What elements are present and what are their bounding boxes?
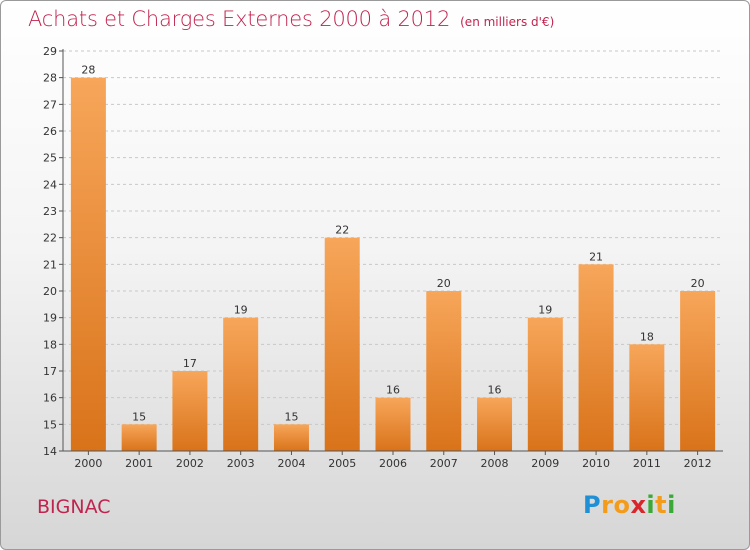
- x-tick-label: 2009: [531, 457, 559, 470]
- bar-2010: [578, 264, 614, 451]
- bar-value-label: 19: [538, 304, 552, 317]
- y-tick-label: 15: [43, 418, 57, 431]
- bar-value-label: 20: [691, 277, 705, 290]
- bar-2009: [527, 317, 563, 451]
- bar-value-label: 18: [640, 330, 654, 343]
- x-tick-label: 2005: [328, 457, 356, 470]
- y-tick-label: 22: [43, 232, 57, 245]
- bar-2011: [629, 344, 665, 451]
- bar-2007: [426, 291, 462, 451]
- bar-2002: [172, 371, 208, 451]
- x-tick-label: 2003: [227, 457, 255, 470]
- commune-name: BIGNAC: [37, 496, 111, 518]
- bar-value-label: 19: [234, 304, 248, 317]
- bar-2004: [273, 424, 309, 451]
- y-tick-label: 28: [43, 72, 57, 85]
- x-tick-label: 2012: [684, 457, 712, 470]
- x-tick-label: 2001: [125, 457, 153, 470]
- logo-letter: P: [583, 491, 602, 519]
- y-tick-label: 16: [43, 392, 57, 405]
- bar-2006: [375, 397, 411, 451]
- logo-letter: o: [613, 491, 631, 519]
- bar-value-label: 15: [132, 410, 146, 423]
- y-tick-label: 14: [43, 445, 57, 458]
- chart-title-text: Achats et Charges Externes 2000 à 2012: [28, 7, 451, 31]
- bar-2000: [70, 77, 106, 452]
- x-tick-label: 2010: [582, 457, 610, 470]
- y-tick-label: 26: [43, 125, 57, 138]
- y-tick-label: 17: [43, 365, 57, 378]
- bar-value-label: 21: [589, 250, 603, 263]
- y-tick-label: 27: [43, 98, 57, 111]
- grid: [63, 50, 723, 425]
- y-tick-label: 18: [43, 338, 57, 351]
- y-tick-label: 24: [43, 178, 57, 191]
- y-tick-label: 19: [43, 312, 57, 325]
- bar-value-label: 20: [437, 277, 451, 290]
- y-tick-label: 29: [43, 45, 57, 58]
- logo-letter: t: [655, 491, 668, 519]
- x-tick-label: 2006: [379, 457, 407, 470]
- bar-value-label: 16: [386, 384, 400, 397]
- chart-title: Achats et Charges Externes 2000 à 2012 (e…: [28, 7, 554, 31]
- logo-letter: x: [630, 491, 647, 519]
- x-tick-label: 2011: [633, 457, 661, 470]
- bar-2005: [324, 237, 360, 451]
- x-tick-label: 2002: [176, 457, 204, 470]
- x-tick-label: 2000: [74, 457, 102, 470]
- chart-unit: (en milliers d'€): [460, 15, 555, 29]
- bar-2001: [121, 424, 157, 451]
- bar-value-label: 16: [488, 384, 502, 397]
- bar-value-label: 22: [335, 224, 349, 237]
- bar-value-label: 15: [284, 410, 298, 423]
- y-tick-label: 23: [43, 205, 57, 218]
- y-tick-label: 25: [43, 152, 57, 165]
- logo-letter: i: [646, 491, 656, 519]
- y-tick-label: 21: [43, 258, 57, 271]
- logo-letter: i: [667, 491, 676, 519]
- axes: 14 15 16 17 18 19 20 21 22 23 24 25 26 27 28 29 2000 2001…: [43, 45, 723, 470]
- bar-value-label: 17: [183, 357, 197, 370]
- bar-value-label: 28: [81, 64, 95, 77]
- bar-2008: [477, 397, 513, 451]
- y-tick-label: 20: [43, 285, 57, 298]
- bar-2003: [223, 317, 259, 451]
- logo-letter: r: [601, 491, 614, 519]
- x-tick-label: 2004: [277, 457, 305, 470]
- proxiti-logo[interactable]: Proxiti: [583, 491, 676, 519]
- bars: 28 15 17 19 15 22 16 20 16 19 21 18 20: [70, 64, 716, 452]
- x-tick-label: 2008: [481, 457, 509, 470]
- bar-2012: [680, 291, 716, 451]
- x-tick-label: 2007: [430, 457, 458, 470]
